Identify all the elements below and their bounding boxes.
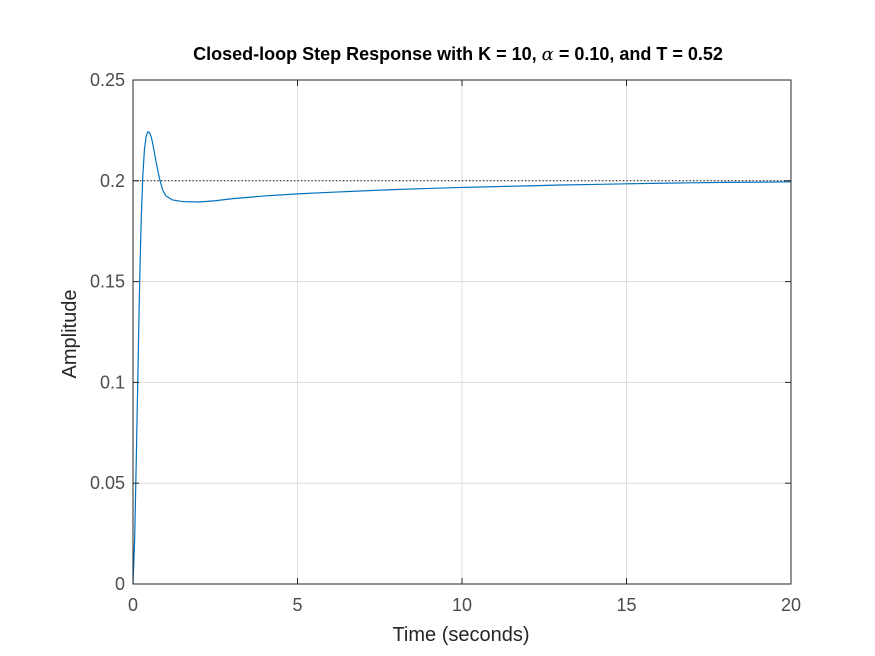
y-tick-label-5: 0.25	[90, 70, 125, 90]
chart-title-alpha-symbol: α	[542, 44, 554, 65]
y-tick-label-3: 0.15	[90, 272, 125, 292]
x-axis-label: Time (seconds)	[392, 624, 529, 646]
y-tick-label-4: 0.2	[100, 171, 125, 191]
x-tick-label-1: 5	[292, 595, 302, 615]
series-group	[132, 131, 792, 585]
x-tick-label-3: 15	[616, 595, 636, 615]
y-tick-label-2: 0.1	[100, 372, 125, 392]
step-response-line-0	[132, 131, 792, 585]
y-axis-label: Amplitude	[59, 290, 81, 379]
ticks	[132, 79, 792, 585]
x-tick-label-0: 0	[128, 595, 138, 615]
y-tick-label-1: 0.05	[90, 473, 125, 493]
y-tick-label-0: 0	[115, 574, 125, 594]
x-tick-label-4: 20	[781, 595, 801, 615]
chart-title-part-1: Closed-loop Step Response with K = 10,	[193, 44, 542, 64]
chart-title-part-2: = 0.10, and T = 0.52	[554, 44, 723, 64]
grid-lines	[133, 80, 791, 584]
tick-labels: 0 5 10 15 20 0 0.05 0.1 0.15 0.2 0.25	[90, 70, 801, 615]
x-tick-label-2: 10	[452, 595, 472, 615]
chart-title: Closed-loop Step Response with K = 10, α…	[193, 44, 723, 65]
